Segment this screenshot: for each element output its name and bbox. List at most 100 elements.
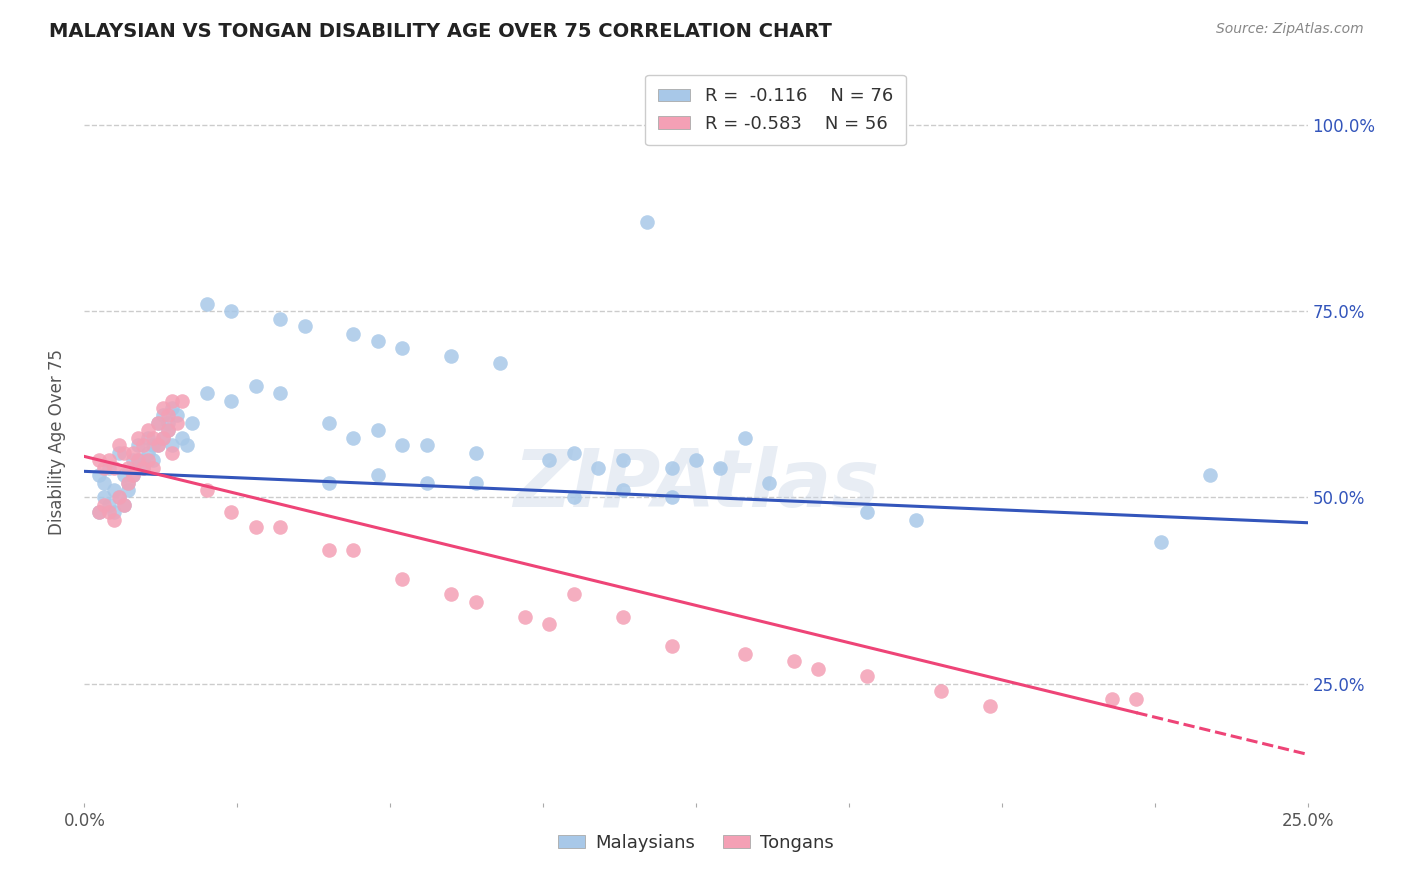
Point	[152, 431, 174, 445]
Point	[661, 640, 683, 654]
Point	[269, 311, 291, 326]
Point	[103, 483, 125, 497]
Point	[562, 446, 585, 460]
Point	[97, 453, 120, 467]
Point	[612, 609, 634, 624]
Point	[93, 475, 115, 490]
Point	[661, 460, 683, 475]
Point	[685, 453, 707, 467]
Point	[132, 438, 155, 452]
Point	[391, 438, 413, 452]
Point	[709, 460, 731, 475]
Point	[538, 617, 561, 632]
Point	[367, 334, 389, 348]
Point	[367, 423, 389, 437]
Point	[103, 505, 125, 519]
Point	[172, 393, 194, 408]
Point	[166, 416, 188, 430]
Point	[122, 453, 145, 467]
Point	[464, 475, 486, 490]
Point	[156, 423, 179, 437]
Point	[156, 423, 179, 437]
Point	[464, 595, 486, 609]
Point	[112, 498, 135, 512]
Point	[440, 349, 463, 363]
Point	[117, 483, 139, 497]
Point	[136, 446, 159, 460]
Point	[342, 431, 364, 445]
Point	[97, 498, 120, 512]
Point	[146, 416, 169, 430]
Point	[758, 475, 780, 490]
Point	[318, 416, 340, 430]
Point	[122, 468, 145, 483]
Point	[132, 460, 155, 475]
Point	[112, 498, 135, 512]
Point	[586, 460, 609, 475]
Point	[166, 409, 188, 423]
Point	[269, 520, 291, 534]
Point	[107, 491, 129, 505]
Point	[117, 460, 139, 475]
Point	[162, 401, 184, 415]
Point	[783, 654, 806, 668]
Point	[87, 453, 110, 467]
Point	[107, 491, 129, 505]
Point	[807, 662, 830, 676]
Point	[219, 393, 242, 408]
Point	[142, 453, 165, 467]
Point	[107, 438, 129, 452]
Point	[181, 416, 204, 430]
Point	[146, 438, 169, 452]
Point	[636, 215, 658, 229]
Point	[97, 460, 120, 475]
Point	[294, 319, 316, 334]
Point	[1101, 691, 1123, 706]
Y-axis label: Disability Age Over 75: Disability Age Over 75	[48, 349, 66, 534]
Point	[612, 483, 634, 497]
Point	[342, 542, 364, 557]
Point	[979, 698, 1001, 713]
Point	[136, 423, 159, 437]
Point	[156, 409, 179, 423]
Point	[122, 468, 145, 483]
Point	[734, 431, 756, 445]
Point	[612, 453, 634, 467]
Point	[93, 498, 115, 512]
Point	[127, 453, 149, 467]
Point	[734, 647, 756, 661]
Point	[176, 438, 198, 452]
Point	[416, 438, 439, 452]
Point	[132, 460, 155, 475]
Point	[127, 453, 149, 467]
Point	[391, 342, 413, 356]
Point	[219, 304, 242, 318]
Point	[162, 446, 184, 460]
Point	[489, 356, 512, 370]
Point	[661, 491, 683, 505]
Point	[132, 453, 155, 467]
Point	[1198, 468, 1220, 483]
Point	[87, 505, 110, 519]
Point	[342, 326, 364, 341]
Point	[87, 505, 110, 519]
Point	[195, 297, 218, 311]
Point	[146, 416, 169, 430]
Point	[87, 468, 110, 483]
Point	[195, 386, 218, 401]
Point	[464, 446, 486, 460]
Point	[367, 468, 389, 483]
Point	[152, 409, 174, 423]
Point	[219, 505, 242, 519]
Point	[127, 431, 149, 445]
Text: Source: ZipAtlas.com: Source: ZipAtlas.com	[1216, 22, 1364, 37]
Point	[146, 438, 169, 452]
Point	[136, 453, 159, 467]
Point	[929, 684, 952, 698]
Point	[152, 431, 174, 445]
Point	[391, 572, 413, 586]
Point	[97, 505, 120, 519]
Point	[136, 431, 159, 445]
Point	[117, 475, 139, 490]
Point	[142, 431, 165, 445]
